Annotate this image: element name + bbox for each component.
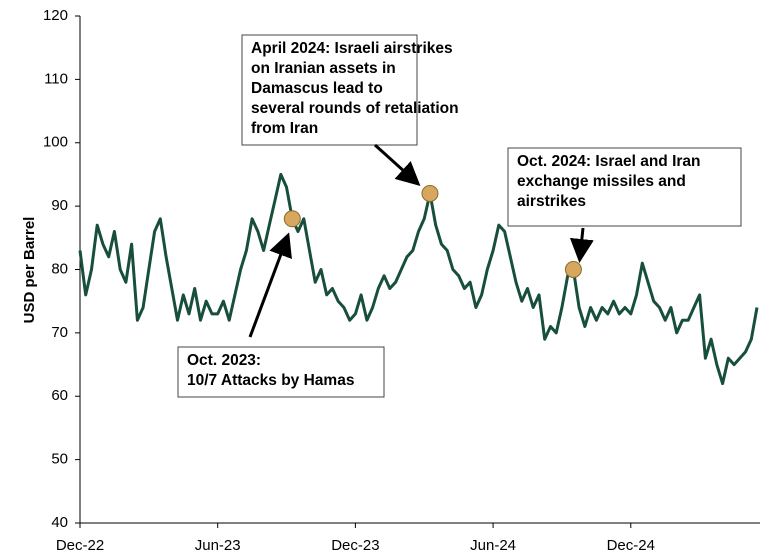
x-tick-label: Dec-22 [56, 537, 104, 554]
event-marker [283, 210, 301, 228]
y-tick-label: 120 [43, 7, 68, 24]
annotation-box [177, 346, 385, 398]
y-tick-label: 50 [51, 451, 68, 468]
y-tick-label: 110 [44, 70, 68, 87]
y-tick-label: 70 [51, 324, 68, 341]
y-tick-label: 60 [51, 387, 68, 404]
y-tick-label: 80 [51, 260, 68, 277]
event-marker [564, 261, 582, 278]
annotation-text: Damascus lead to [251, 80, 383, 97]
annotation-text: airstrikes [517, 193, 586, 210]
x-tick-label: Jun-24 [470, 537, 516, 554]
annotation-text: exchange missiles and [517, 173, 686, 190]
annotation-text: Oct. 2024: Israel and Iran [517, 153, 701, 170]
annotation-arrow [373, 143, 421, 187]
price-line [78, 172, 759, 386]
annotation-arrow [248, 232, 292, 338]
event-marker [421, 184, 439, 202]
x-tick-label: Dec-24 [607, 537, 655, 554]
annotation-text: April 2024: Israeli airstrikes [251, 40, 453, 57]
y-axis-title: USD per Barrel [21, 217, 38, 324]
y-tick-label: 40 [51, 514, 68, 531]
annotation-box [241, 34, 418, 146]
annotation-box [507, 147, 742, 227]
annotation-arrow [569, 227, 594, 263]
x-tick-label: Jun-23 [195, 537, 241, 554]
annotation-text: several rounds of retaliation [251, 100, 459, 117]
annotation-text: on Iranian assets in [251, 60, 396, 77]
y-tick-label: 100 [43, 134, 68, 151]
annotation-text: 10/7 Attacks by Hamas [187, 372, 354, 389]
y-tick-label: 90 [51, 197, 68, 214]
x-tick-label: Dec-23 [331, 537, 379, 554]
annotation-text: Oct. 2023: [187, 352, 261, 369]
annotation-text: from Iran [251, 120, 318, 137]
